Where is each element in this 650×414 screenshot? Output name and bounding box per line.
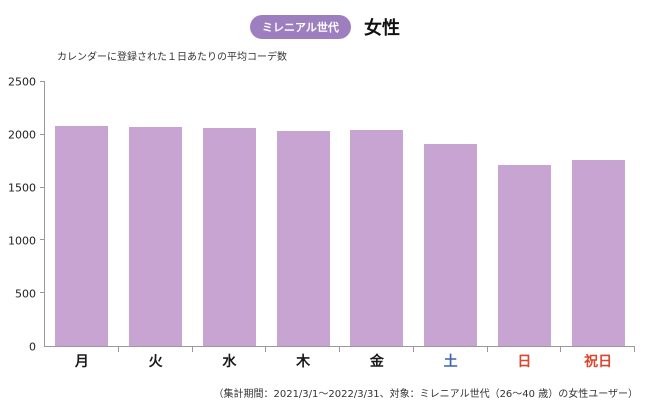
- page-title: 女性: [363, 18, 400, 39]
- x-tick-mark: [634, 346, 635, 352]
- footnote: （集計期間：2021/3/1〜2022/3/31、対象：ミレニアル世代（26〜4…: [213, 389, 638, 400]
- bar-金: [350, 129, 404, 346]
- generation-badge: ミレニアル世代: [250, 15, 351, 39]
- x-tick-mark: [486, 346, 488, 352]
- bar-slot-金: 金: [340, 82, 414, 369]
- bar-月: [55, 126, 109, 346]
- bar-祝日: [571, 160, 625, 346]
- y-tick-mark: [40, 186, 45, 188]
- x-axis-label-日: 日: [517, 354, 532, 370]
- bar-chart: 0 500 1000 1500 2000 2500 月 火 水 木 金 土 日 祝日: [0, 77, 635, 369]
- y-tick-label: 2000: [8, 128, 36, 142]
- bar-火: [129, 126, 183, 346]
- x-tick-mark: [560, 346, 562, 352]
- x-axis-label-火: 火: [148, 354, 163, 370]
- bar-木: [276, 130, 330, 346]
- y-tick-label: 1500: [8, 181, 36, 195]
- y-tick-mark: [40, 133, 45, 135]
- x-tick-mark: [265, 346, 267, 352]
- y-tick-label: 2500: [8, 75, 36, 89]
- y-tick-label: 500: [15, 287, 36, 301]
- bar-slot-火: 火: [119, 82, 193, 369]
- x-tick-mark: [339, 346, 340, 352]
- x-axis-label-祝日: 祝日: [584, 354, 613, 370]
- x-axis-label-水: 水: [222, 354, 237, 370]
- bar-slot-木: 木: [266, 82, 340, 369]
- bar-slot-土: 土: [414, 82, 488, 369]
- bar-slot-祝日: 祝日: [561, 82, 635, 369]
- bar-slot-月: 月: [45, 82, 119, 369]
- x-tick-mark: [412, 346, 414, 352]
- x-axis-label-木: 木: [296, 354, 311, 370]
- chart-axis-title: カレンダーに登録された１日あたりの平均コーデ数: [57, 52, 287, 63]
- bar-slot-日: 日: [488, 82, 562, 369]
- bar-土: [424, 143, 478, 346]
- y-tick-label: 1000: [8, 234, 36, 248]
- y-tick-mark: [40, 81, 45, 82]
- plot-area: 月 火 水 木 金 土 日 祝日: [40, 81, 635, 369]
- y-tick-label: 0: [29, 340, 36, 354]
- bar-日: [497, 165, 551, 346]
- bar-水: [202, 127, 256, 346]
- x-axis-label-土: 土: [443, 354, 458, 370]
- y-tick-mark: [40, 292, 45, 294]
- x-tick-mark: [191, 346, 193, 352]
- x-tick-mark: [117, 346, 119, 352]
- chart-header: ミレニアル世代 女性: [0, 0, 650, 42]
- x-axis-label-月: 月: [74, 354, 89, 370]
- x-axis-label-金: 金: [369, 354, 384, 370]
- y-tick-mark: [40, 239, 45, 241]
- y-axis: 0 500 1000 1500 2000 2500: [0, 77, 44, 353]
- bar-slot-水: 水: [193, 82, 267, 369]
